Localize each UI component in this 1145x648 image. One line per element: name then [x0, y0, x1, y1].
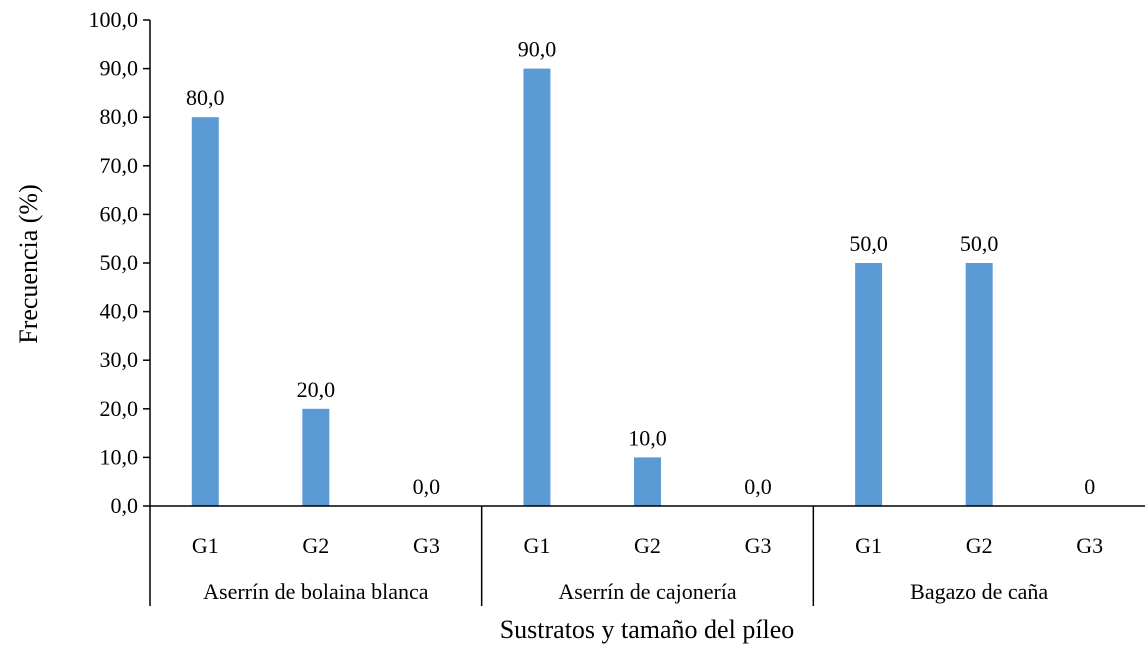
- bar-g2: [965, 263, 993, 506]
- category-label: G3: [745, 533, 772, 558]
- x-axis-title: Sustratos y tamaño del píleo: [500, 615, 795, 644]
- bars: 80,0 20,0 0,0 90,0 10,0 0,0 50,0 50,0 0: [186, 37, 1095, 506]
- y-tick-label: 80,0: [100, 104, 139, 129]
- y-tick-label: 50,0: [100, 250, 139, 275]
- data-label: 90,0: [518, 37, 557, 62]
- data-label: 10,0: [628, 425, 667, 450]
- data-label: 50,0: [849, 231, 888, 256]
- y-tick-label: 20,0: [100, 396, 139, 421]
- y-tick-label: 40,0: [100, 299, 139, 324]
- data-label: 0: [1084, 474, 1095, 499]
- category-label: G2: [634, 533, 661, 558]
- group-label: Aserrín de bolaina blanca: [203, 579, 429, 604]
- data-label: 0,0: [744, 474, 772, 499]
- category-label: G1: [855, 533, 882, 558]
- category-label: G2: [966, 533, 993, 558]
- y-tick-label: 70,0: [100, 153, 139, 178]
- bar-g1: [523, 68, 551, 506]
- y-tick-label: 30,0: [100, 347, 139, 372]
- bar-g1: [191, 117, 219, 506]
- bar-g2: [302, 408, 330, 506]
- y-axis-title: Frecuencia (%): [14, 184, 43, 344]
- category-label: G1: [192, 533, 219, 558]
- data-label: 20,0: [297, 377, 336, 402]
- category-label: G3: [1076, 533, 1103, 558]
- bar-g2: [634, 457, 661, 506]
- category-label: G2: [302, 533, 329, 558]
- x-axis: G1 G2 G3 Aserrín de bolaina blanca G1 G2 G3 Ase…: [149, 505, 1145, 606]
- data-label: 50,0: [960, 231, 999, 256]
- y-tick-label: 10,0: [100, 444, 139, 469]
- group-label: Bagazo de caña: [910, 579, 1048, 604]
- data-label: 0,0: [413, 474, 441, 499]
- bar-g1: [855, 263, 883, 506]
- y-tick-label: 60,0: [100, 201, 139, 226]
- data-label: 80,0: [186, 85, 225, 110]
- y-tick-label: 100,0: [89, 7, 139, 32]
- y-tick-label: 90,0: [100, 56, 139, 81]
- group-label: Aserrín de cajonería: [558, 579, 737, 604]
- category-label: G1: [523, 533, 550, 558]
- y-tick-label: 0,0: [111, 493, 139, 518]
- y-axis: 0,0 10,0 20,0 30,0 40,0 50,0 60,0 70,0 80,0 90,0 1…: [89, 7, 151, 518]
- category-label: G3: [413, 533, 440, 558]
